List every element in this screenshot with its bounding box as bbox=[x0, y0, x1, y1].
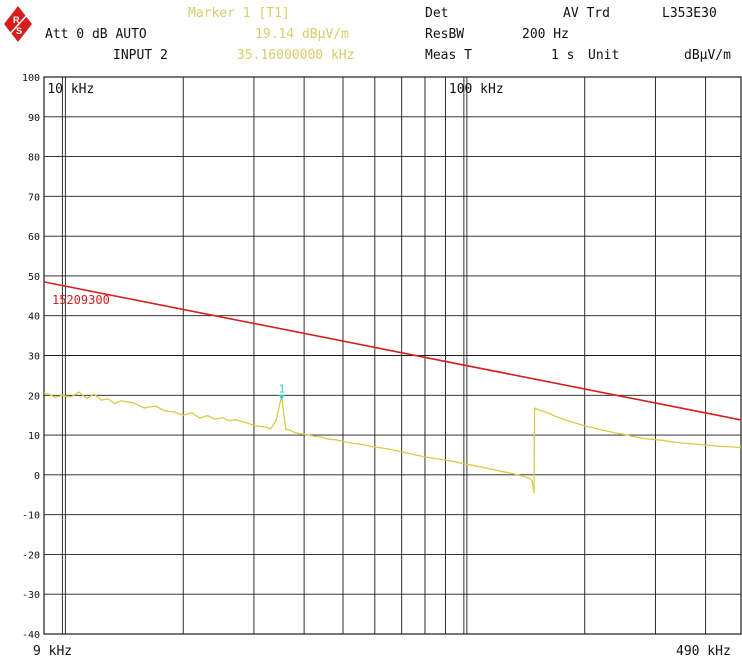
y-tick-label: -40 bbox=[22, 630, 40, 641]
input-label: INPUT 2 bbox=[113, 48, 168, 63]
y-tick-label: 0 bbox=[34, 471, 40, 482]
y-tick-label: 20 bbox=[28, 391, 40, 402]
attenuation-label: Att 0 dB AUTO bbox=[45, 27, 147, 42]
resbw-label: ResBW bbox=[425, 27, 465, 42]
ref-id: L353E30 bbox=[662, 6, 717, 21]
x-decade-label: 100 kHz bbox=[449, 82, 504, 97]
y-tick-label: 60 bbox=[28, 232, 40, 243]
meas-time-value: 1 s bbox=[551, 48, 575, 63]
y-tick-label: 80 bbox=[28, 153, 40, 164]
x-decade-label: 10 kHz bbox=[47, 82, 94, 97]
y-tick-label: 100 bbox=[22, 73, 40, 84]
limit-line bbox=[43, 281, 742, 421]
y-tick-label: -30 bbox=[22, 590, 40, 601]
stop-frequency: 490 kHz bbox=[676, 644, 731, 659]
y-tick-label: 70 bbox=[28, 192, 40, 203]
unit-label: Unit bbox=[588, 48, 620, 63]
det-value: AV Trd bbox=[563, 6, 610, 21]
svg-text:S: S bbox=[16, 26, 22, 36]
y-tick-label: 90 bbox=[28, 113, 40, 124]
meas-time-label: Meas T bbox=[425, 48, 472, 63]
y-tick-label: 30 bbox=[28, 352, 40, 363]
marker-frequency: 35.16000000 kHz bbox=[237, 48, 355, 63]
svg-text:R: R bbox=[13, 15, 20, 25]
y-tick-label: 10 bbox=[28, 431, 40, 442]
marker-label: Marker 1 [T1] bbox=[188, 6, 290, 21]
unit-value: dBµV/m bbox=[684, 48, 731, 63]
y-tick-label: -20 bbox=[22, 550, 40, 561]
limit-line-label: 15209300 bbox=[52, 293, 110, 307]
start-frequency: 9 kHz bbox=[33, 644, 73, 659]
marker-1-icon bbox=[278, 394, 285, 400]
y-tick-label: 40 bbox=[28, 312, 40, 323]
rohde-schwarz-logo-icon: R S bbox=[4, 6, 32, 42]
det-label: Det bbox=[425, 6, 449, 21]
y-tick-label: 50 bbox=[28, 272, 40, 283]
y-tick-label: -10 bbox=[22, 511, 40, 522]
marker-1-label: 1 bbox=[279, 383, 286, 396]
resbw-value: 200 Hz bbox=[522, 27, 569, 42]
marker-level: 19.14 dBµV/m bbox=[255, 27, 349, 42]
measurement-trace bbox=[43, 391, 742, 494]
